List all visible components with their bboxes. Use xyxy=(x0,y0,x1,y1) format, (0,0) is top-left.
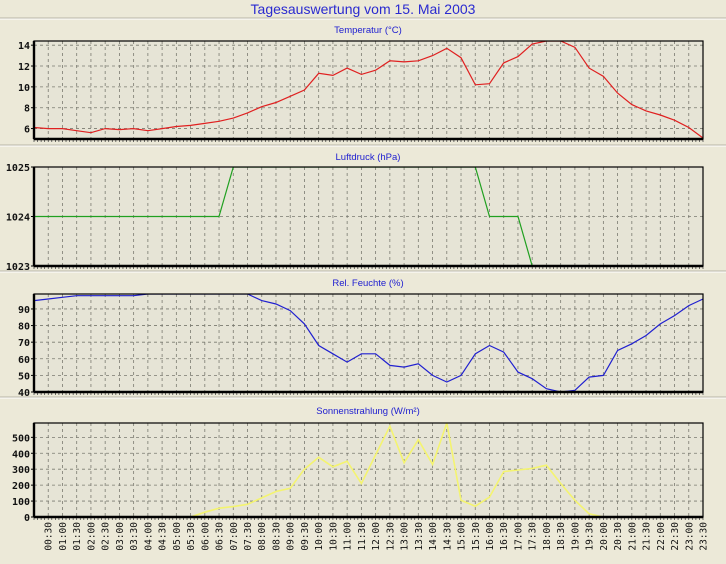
y-tick-label: 400 xyxy=(12,449,30,460)
x-tick-label: 22:00 xyxy=(656,522,667,551)
x-tick-label: 23:30 xyxy=(699,522,710,551)
x-tick-label: 20:30 xyxy=(613,522,624,551)
y-tick-label: 100 xyxy=(12,497,30,508)
x-tick-label: 12:00 xyxy=(371,522,382,551)
x-tick-label: 06:00 xyxy=(200,522,211,551)
y-tick-label: 14 xyxy=(18,41,30,52)
x-tick-label: 10:30 xyxy=(328,522,339,551)
x-tick-label: 13:00 xyxy=(400,522,411,551)
y-tick-label: 40 xyxy=(18,388,30,399)
series-line xyxy=(34,41,703,139)
x-tick-label: 14:30 xyxy=(442,522,453,551)
y-tick-label: 80 xyxy=(18,322,30,333)
x-tick-label: 01:30 xyxy=(72,522,83,551)
chart-title: Tagesauswertung vom 15. Mai 2003 xyxy=(250,1,476,17)
x-tick-label: 19:00 xyxy=(570,522,581,551)
x-tick-label: 10:00 xyxy=(314,522,325,551)
y-tick-label: 500 xyxy=(12,433,30,444)
y-tick-label: 1025 xyxy=(6,163,30,174)
x-tick-label: 09:30 xyxy=(300,522,311,551)
y-tick-label: 12 xyxy=(18,62,30,73)
x-tick-label: 04:30 xyxy=(158,522,169,551)
y-tick-label: 90 xyxy=(18,305,30,316)
y-tick-label: 1023 xyxy=(6,262,30,273)
plot-area xyxy=(34,294,703,392)
x-tick-label: 20:00 xyxy=(599,522,610,551)
panel-title: Rel. Feuchte (%) xyxy=(332,278,403,289)
y-tick-label: 8 xyxy=(24,104,30,115)
x-tick-label: 12:30 xyxy=(385,522,396,551)
x-tick-label: 07:00 xyxy=(229,522,240,551)
x-tick-label: 05:30 xyxy=(186,522,197,551)
x-tick-label: 18:30 xyxy=(556,522,567,551)
x-tick-label: 02:30 xyxy=(101,522,112,551)
x-tick-label: 15:00 xyxy=(457,522,468,551)
series-line xyxy=(34,167,703,266)
panel-title: Temperatur (°C) xyxy=(334,25,402,36)
x-tick-label: 18:00 xyxy=(542,522,553,551)
x-tick-label: 07:30 xyxy=(243,522,254,551)
x-tick-label: 19:30 xyxy=(585,522,596,551)
x-tick-label: 01:00 xyxy=(58,522,69,551)
x-tick-label: 06:30 xyxy=(215,522,226,551)
x-tick-label: 02:00 xyxy=(86,522,97,551)
panel-title: Sonnenstrahlung (W/m²) xyxy=(316,406,419,417)
x-tick-label: 16:30 xyxy=(499,522,510,551)
y-tick-label: 50 xyxy=(18,371,30,382)
x-tick-label: 11:00 xyxy=(343,522,354,551)
y-tick-label: 300 xyxy=(12,465,30,476)
x-tick-label: 08:00 xyxy=(257,522,268,551)
x-tick-label: 11:30 xyxy=(357,522,368,551)
x-tick-label: 15:30 xyxy=(471,522,482,551)
y-tick-label: 70 xyxy=(18,338,30,349)
x-tick-label: 21:00 xyxy=(627,522,638,551)
x-tick-label: 09:00 xyxy=(286,522,297,551)
y-tick-label: 200 xyxy=(12,481,30,492)
x-tick-label: 14:00 xyxy=(428,522,439,551)
series-line xyxy=(34,423,703,517)
x-tick-label: 21:30 xyxy=(642,522,653,551)
x-tick-label: 16:00 xyxy=(485,522,496,551)
y-tick-label: 60 xyxy=(18,355,30,366)
x-tick-label: 08:30 xyxy=(271,522,282,551)
x-tick-label: 04:00 xyxy=(143,522,154,551)
x-tick-label: 17:30 xyxy=(528,522,539,551)
y-tick-label: 0 xyxy=(24,513,30,524)
x-tick-label: 22:30 xyxy=(670,522,681,551)
x-tick-label: 13:30 xyxy=(414,522,425,551)
x-tick-label: 03:30 xyxy=(129,522,140,551)
x-tick-label: 05:00 xyxy=(172,522,183,551)
x-tick-label: 03:00 xyxy=(115,522,126,551)
y-tick-label: 10 xyxy=(18,83,30,94)
x-tick-label: 23:00 xyxy=(684,522,695,551)
y-tick-label: 1024 xyxy=(6,213,30,224)
y-tick-label: 6 xyxy=(24,125,30,136)
x-tick-label: 00:30 xyxy=(44,522,55,551)
panel-title: Luftdruck (hPa) xyxy=(336,152,401,163)
plot-area xyxy=(34,41,703,139)
x-tick-label: 17:00 xyxy=(513,522,524,551)
